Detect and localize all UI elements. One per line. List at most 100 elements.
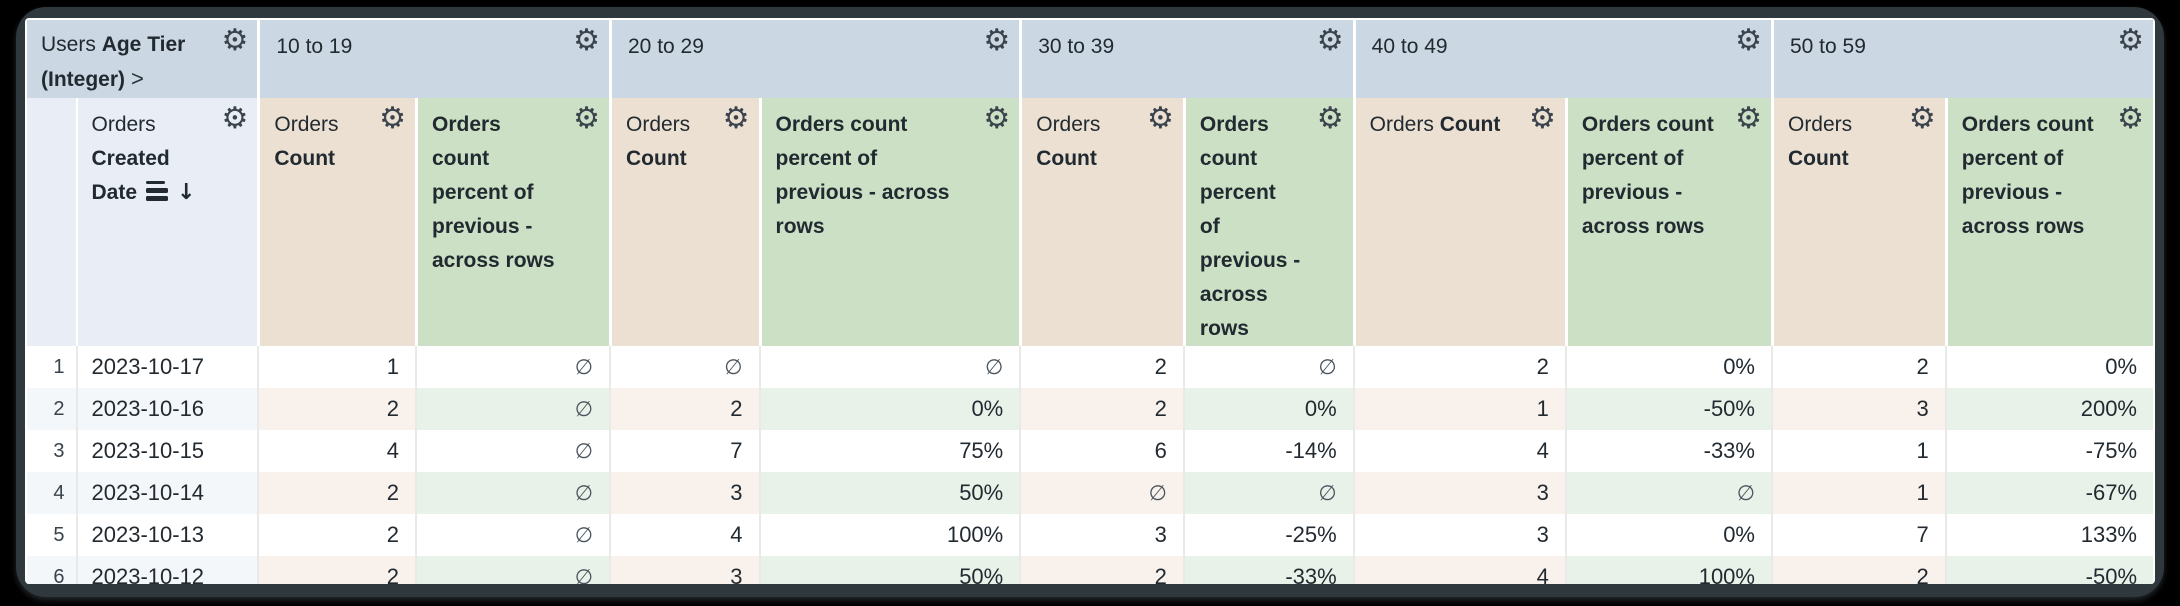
value-cell[interactable]: -50% xyxy=(1564,388,1771,430)
value-cell[interactable]: 4 xyxy=(1352,556,1565,584)
date-cell[interactable]: 2023-10-13 xyxy=(75,514,258,556)
gear-icon[interactable]: ⚙ xyxy=(1528,101,1556,136)
gear-icon[interactable]: ⚙ xyxy=(983,101,1011,136)
gear-icon[interactable]: ⚙ xyxy=(221,101,249,136)
tier-header-40-49[interactable]: 40 to 49 ⚙ xyxy=(1352,20,1771,98)
measure-header-orders-count[interactable]: Orders Count ⚙ xyxy=(1352,98,1565,346)
measure-header-pct-previous[interactable]: Orders count percent of previous - acros… xyxy=(1564,98,1771,346)
value-cell[interactable]: 1 xyxy=(1352,388,1565,430)
chevron-right-icon[interactable]: > xyxy=(131,66,144,91)
value-cell[interactable]: 1 xyxy=(1770,472,1945,514)
value-cell[interactable]: 0% xyxy=(1182,388,1353,430)
gear-icon[interactable]: ⚙ xyxy=(573,23,600,58)
value-cell[interactable]: 2 xyxy=(1019,556,1183,584)
value-cell[interactable]: 2 xyxy=(609,388,759,430)
value-cell[interactable]: 0% xyxy=(1564,346,1771,388)
value-cell[interactable]: 4 xyxy=(257,430,415,472)
value-cell[interactable]: 2 xyxy=(257,556,415,584)
value-cell[interactable]: ∅ xyxy=(415,556,609,584)
value-cell[interactable]: -14% xyxy=(1182,430,1353,472)
value-cell[interactable]: 2 xyxy=(257,472,415,514)
measure-header-orders-count[interactable]: Orders Count ⚙ xyxy=(1019,98,1183,346)
value-cell[interactable]: -25% xyxy=(1182,514,1353,556)
gear-icon[interactable]: ⚙ xyxy=(722,101,750,136)
gear-icon[interactable]: ⚙ xyxy=(1735,23,1762,58)
value-cell[interactable]: 1 xyxy=(1770,430,1945,472)
measure-header-pct-previous[interactable]: Orders count percent of previous - acros… xyxy=(1944,98,2153,346)
value-cell[interactable]: 3 xyxy=(1352,514,1565,556)
value-cell[interactable]: 100% xyxy=(758,514,1020,556)
date-dimension-header[interactable]: Orders Created Date ↓ ⚙ xyxy=(75,98,258,346)
value-cell[interactable]: 3 xyxy=(1770,388,1945,430)
value-cell[interactable]: -33% xyxy=(1182,556,1353,584)
value-cell[interactable]: 2 xyxy=(1770,346,1945,388)
gear-icon[interactable]: ⚙ xyxy=(573,101,600,136)
value-cell[interactable]: 100% xyxy=(1564,556,1771,584)
value-cell[interactable]: -50% xyxy=(1944,556,2153,584)
value-cell[interactable]: ∅ xyxy=(415,346,609,388)
value-cell[interactable]: 50% xyxy=(758,472,1020,514)
value-cell[interactable]: 3 xyxy=(1019,514,1183,556)
value-cell[interactable]: 75% xyxy=(758,430,1020,472)
value-cell[interactable]: ∅ xyxy=(609,346,759,388)
value-cell[interactable]: ∅ xyxy=(415,430,609,472)
value-cell[interactable]: ∅ xyxy=(1019,472,1183,514)
gear-icon[interactable]: ⚙ xyxy=(2117,23,2144,58)
value-cell[interactable]: 2 xyxy=(1352,346,1565,388)
gear-icon[interactable]: ⚙ xyxy=(2117,101,2144,136)
value-cell[interactable]: ∅ xyxy=(758,346,1020,388)
gear-icon[interactable]: ⚙ xyxy=(1735,101,1762,136)
gear-icon[interactable]: ⚙ xyxy=(983,23,1011,58)
gear-icon[interactable]: ⚙ xyxy=(1908,101,1936,136)
tier-header-20-29[interactable]: 20 to 29 ⚙ xyxy=(609,20,1020,98)
date-cell[interactable]: 2023-10-14 xyxy=(75,472,258,514)
value-cell[interactable]: -67% xyxy=(1944,472,2153,514)
measure-header-pct-previous[interactable]: Orders count percent of previous - acros… xyxy=(415,98,609,346)
value-cell[interactable]: 6 xyxy=(1019,430,1183,472)
value-cell[interactable]: 3 xyxy=(609,556,759,584)
value-cell[interactable]: 7 xyxy=(609,430,759,472)
value-cell[interactable]: ∅ xyxy=(415,472,609,514)
value-cell[interactable]: 2 xyxy=(1019,388,1183,430)
value-cell[interactable]: 0% xyxy=(1944,346,2153,388)
measure-header-orders-count[interactable]: Orders Count ⚙ xyxy=(257,98,415,346)
value-cell[interactable]: 4 xyxy=(609,514,759,556)
value-cell[interactable]: 3 xyxy=(1352,472,1565,514)
value-cell[interactable]: 200% xyxy=(1944,388,2153,430)
tier-header-10-19[interactable]: 10 to 19 ⚙ xyxy=(257,20,609,98)
value-cell[interactable]: 2 xyxy=(257,388,415,430)
value-cell[interactable]: 0% xyxy=(1564,514,1771,556)
value-cell[interactable]: 7 xyxy=(1770,514,1945,556)
gear-icon[interactable]: ⚙ xyxy=(1147,101,1174,136)
measure-header-orders-count[interactable]: Orders Count ⚙ xyxy=(609,98,759,346)
gear-icon[interactable]: ⚙ xyxy=(379,101,406,136)
date-cell[interactable]: 2023-10-16 xyxy=(75,388,258,430)
date-cell[interactable]: 2023-10-12 xyxy=(75,556,258,584)
value-cell[interactable]: ∅ xyxy=(1182,346,1353,388)
value-cell[interactable]: -75% xyxy=(1944,430,2153,472)
sort-desc-arrow-icon[interactable]: ↓ xyxy=(177,180,196,205)
date-cell[interactable]: 2023-10-15 xyxy=(75,430,258,472)
gear-icon[interactable]: ⚙ xyxy=(221,23,249,58)
value-cell[interactable]: 4 xyxy=(1352,430,1565,472)
date-cell[interactable]: 2023-10-17 xyxy=(75,346,258,388)
value-cell[interactable]: ∅ xyxy=(1182,472,1353,514)
value-cell[interactable]: -33% xyxy=(1564,430,1771,472)
value-cell[interactable]: 1 xyxy=(257,346,415,388)
tier-header-30-39[interactable]: 30 to 39 ⚙ xyxy=(1019,20,1353,98)
measure-header-orders-count[interactable]: Orders Count ⚙ xyxy=(1770,98,1945,346)
gear-icon[interactable]: ⚙ xyxy=(1316,101,1344,136)
value-cell[interactable]: 2 xyxy=(1770,556,1945,584)
gear-icon[interactable]: ⚙ xyxy=(1316,23,1344,58)
value-cell[interactable]: ∅ xyxy=(415,514,609,556)
value-cell[interactable]: 0% xyxy=(758,388,1020,430)
value-cell[interactable]: 2 xyxy=(257,514,415,556)
value-cell[interactable]: 50% xyxy=(758,556,1020,584)
tier-header-50-59[interactable]: 50 to 59 ⚙ xyxy=(1770,20,2153,98)
measure-header-pct-previous[interactable]: Orders count percent of previous - acros… xyxy=(1182,98,1353,346)
corner-header-users-age-tier[interactable]: Users Age Tier (Integer) > ⚙ xyxy=(27,20,258,98)
value-cell[interactable]: ∅ xyxy=(1564,472,1771,514)
value-cell[interactable]: 2 xyxy=(1019,346,1183,388)
measure-header-pct-previous[interactable]: Orders count percent of previous - acros… xyxy=(758,98,1020,346)
value-cell[interactable]: 133% xyxy=(1944,514,2153,556)
